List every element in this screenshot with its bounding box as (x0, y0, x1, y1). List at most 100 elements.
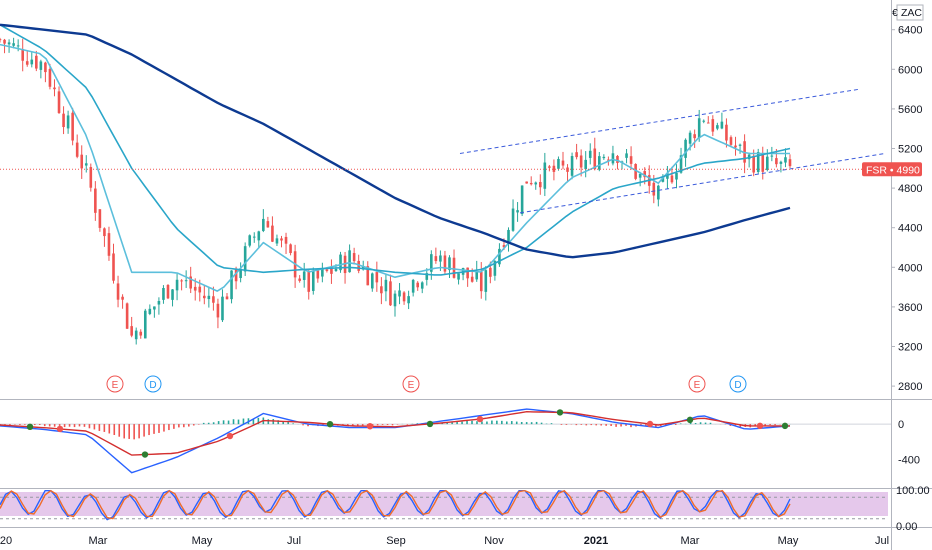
event-badge-d[interactable]: D (729, 375, 747, 393)
candle-body (116, 283, 120, 300)
candle-body (243, 246, 247, 272)
candle-body (538, 181, 542, 188)
candle-body (588, 150, 592, 158)
candle-body (216, 303, 220, 318)
candle-body (616, 155, 619, 163)
event-badge-d[interactable]: D (144, 375, 162, 393)
candle-body (420, 282, 424, 289)
candle-body (48, 69, 52, 87)
candle-body (393, 293, 397, 307)
candle-body (525, 181, 528, 184)
candle-body (738, 144, 742, 146)
candle-body (770, 155, 774, 157)
candle-body (443, 255, 447, 272)
candle-body (666, 173, 669, 179)
candle-body (280, 238, 283, 241)
event-badge-e[interactable]: E (688, 375, 706, 393)
candle-body (139, 331, 143, 336)
event-badge-letter: E (112, 380, 119, 391)
candle-body (598, 156, 601, 170)
candle-body (257, 231, 261, 241)
candle-body (316, 270, 320, 279)
ema_slow-line (0, 23, 791, 259)
candle-body (661, 177, 665, 182)
candle-body (593, 148, 597, 170)
candle-body (693, 134, 696, 139)
candle-body (12, 43, 15, 46)
candle-body (529, 182, 533, 185)
macd-cross-dot (781, 422, 789, 430)
candle-body (80, 154, 84, 169)
candle-body (321, 268, 324, 277)
stochastic-axis-label: 100.00 (896, 485, 930, 497)
candle-body (607, 159, 610, 161)
candle-body (252, 236, 256, 238)
candle-body (389, 281, 392, 306)
candle-body (775, 158, 778, 165)
candle-body (25, 61, 29, 65)
candle-body (203, 295, 206, 299)
stochastic-axis-label: 0.00 (896, 521, 917, 533)
event-badge-e[interactable]: E (106, 375, 124, 393)
macd-panel (0, 408, 891, 474)
candle-body (652, 182, 656, 196)
candle-body (706, 122, 710, 124)
candle-body (311, 271, 315, 291)
candle-body (262, 218, 265, 231)
candle-body (366, 266, 370, 286)
candle-body (153, 306, 156, 310)
candle-body (130, 326, 133, 336)
candle-body (275, 238, 279, 244)
candle-body (779, 161, 783, 164)
macd-axis-label: 0 (898, 419, 904, 431)
candle-body (543, 162, 547, 189)
candle-body (761, 153, 765, 172)
candle-body (729, 137, 733, 145)
candle-body (788, 159, 792, 167)
candle-body (552, 165, 556, 172)
candle-body (575, 152, 578, 158)
candle-body (3, 39, 6, 44)
candle-body (457, 273, 460, 280)
candle-body (511, 208, 515, 231)
candle-body (302, 271, 306, 280)
candle-body (697, 118, 701, 139)
candle-body (784, 157, 787, 163)
macd-cross-dot (141, 451, 149, 458)
candle-body (162, 288, 165, 300)
candle-body (298, 278, 301, 281)
currency-symbol: € (892, 7, 898, 19)
candle-body (657, 185, 660, 200)
candle-body (507, 229, 510, 244)
candle-body (375, 272, 379, 283)
time-axis-label: Jul (875, 535, 889, 547)
candle-body (348, 250, 351, 273)
candle-body (198, 286, 202, 293)
candle-body (638, 173, 642, 178)
candle-body (207, 295, 211, 300)
macd-axis-label: -400 (898, 454, 920, 466)
channel-upper-line (459, 88, 861, 154)
event-badge-e[interactable]: E (402, 375, 420, 393)
candle-body (502, 245, 506, 248)
time-axis-label: Mar (681, 535, 700, 547)
candle-body (534, 182, 538, 185)
candle-body (629, 156, 633, 164)
candle-body (221, 296, 224, 321)
candle-body (679, 155, 683, 173)
candle-body (330, 267, 333, 274)
candle-body (675, 172, 678, 180)
candle-body (765, 156, 769, 170)
candle-body (370, 273, 374, 289)
candle-body (266, 221, 270, 228)
candle-body (493, 261, 497, 276)
candle-body (498, 248, 501, 265)
candle-body (21, 48, 25, 61)
candle-body (225, 296, 229, 300)
candle-body (84, 163, 88, 166)
candle-body (720, 121, 724, 129)
macd-cross-dot (686, 416, 694, 424)
price-axis-label: 5200 (898, 144, 922, 156)
